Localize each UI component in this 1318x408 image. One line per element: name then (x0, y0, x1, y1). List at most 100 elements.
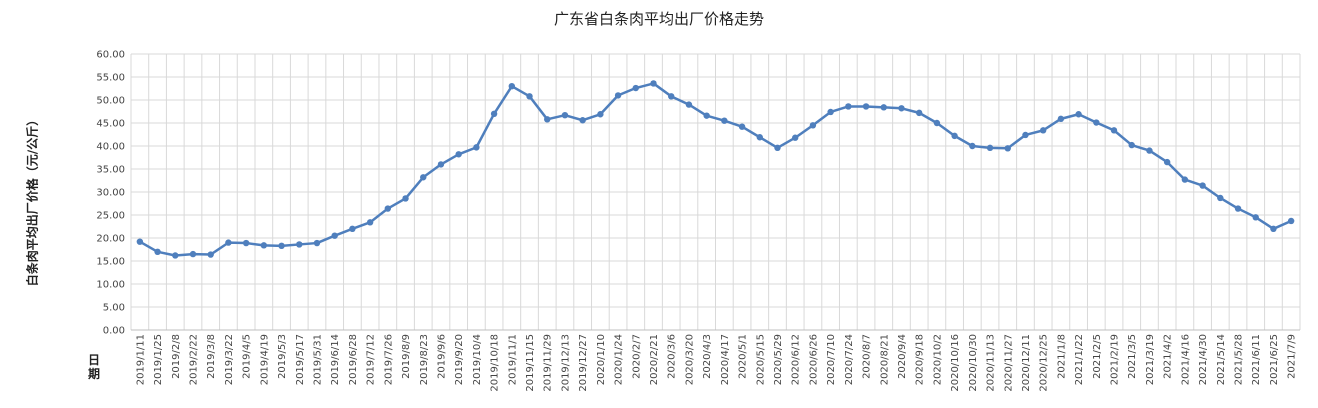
x-tick-label: 2021/3/5 (1127, 334, 1138, 379)
x-tick-label: 2021/4/16 (1180, 334, 1191, 385)
x-tick-label: 2020/10/30 (968, 334, 979, 392)
data-point (455, 151, 462, 158)
x-tick-label: 2019/1/25 (153, 334, 164, 385)
data-point (242, 239, 250, 247)
data-point (1057, 115, 1065, 123)
x-tick-label: 2020/9/4 (897, 334, 908, 379)
x-tick-label: 2021/1/22 (1074, 334, 1085, 385)
x-tick-label: 2019/6/28 (348, 334, 359, 385)
y-tick-label: 50.00 (96, 96, 125, 107)
x-tick-label: 2021/4/30 (1198, 334, 1209, 385)
x-tick-label: 2021/2/19 (1110, 334, 1121, 385)
data-point (172, 252, 179, 259)
data-point (862, 103, 870, 110)
data-point (738, 123, 746, 130)
x-tick-label: 2019/12/13 (560, 334, 571, 392)
x-tick-label: 2020/8/21 (879, 334, 890, 385)
x-tick-label: 2019/10/4 (472, 334, 483, 385)
x-tick-label: 2019/11/1 (507, 334, 518, 385)
x-tick-label: 2020/10/2 (932, 334, 943, 385)
x-tick-label: 2019/7/26 (383, 334, 394, 385)
series-layer (136, 80, 1295, 259)
x-tick-label: 2020/6/12 (791, 334, 802, 385)
data-point (792, 134, 799, 141)
y-tick-label: 5.00 (103, 303, 125, 314)
data-point (402, 195, 409, 202)
x-tick-label: 2019/4/5 (242, 334, 253, 379)
x-tick-label: 2019/5/31 (312, 334, 323, 385)
data-point (349, 225, 356, 232)
data-point (685, 101, 693, 108)
data-point (331, 232, 338, 239)
data-point (473, 144, 480, 151)
data-point (366, 219, 374, 226)
y-tick-label: 20.00 (96, 234, 125, 245)
data-point (809, 122, 817, 129)
chart-title: 广东省白条肉平均出厂价格走势 (553, 10, 764, 28)
data-point (1128, 141, 1135, 149)
y-tick-label: 60.00 (96, 50, 125, 61)
x-tick-label: 2019/3/8 (206, 334, 217, 379)
data-point (1270, 225, 1277, 232)
data-point (915, 109, 923, 117)
data-point (1110, 127, 1118, 134)
x-tick-label: 2019/4/19 (259, 334, 270, 385)
data-point (898, 105, 905, 112)
data-point (1075, 111, 1082, 118)
data-point (1287, 217, 1295, 225)
gridlines (130, 53, 1301, 331)
x-tick-label: 2020/2/7 (631, 334, 642, 379)
data-point (632, 84, 639, 92)
x-tick-label: 2020/12/25 (1039, 334, 1050, 392)
data-point (189, 250, 197, 258)
data-point (544, 116, 551, 123)
data-point (420, 174, 427, 181)
x-tick-label: 2020/2/21 (649, 334, 660, 385)
x-tick-label: 2020/3/20 (684, 334, 695, 385)
x-tick-label: 2021/6/11 (1251, 334, 1262, 385)
x-tick-label: 2019/11/15 (525, 334, 536, 392)
data-point (561, 111, 569, 119)
y-tick-labels: 0.00 5.00 10.00 15.00 20.00 25.00 30.00 35.00 40… (96, 50, 125, 337)
x-axis-label: 日期 (87, 353, 100, 381)
x-tick-label: 2020/7/24 (844, 334, 855, 385)
x-tick-label: 2020/5/15 (755, 334, 766, 385)
data-point (313, 239, 321, 247)
data-point (721, 117, 728, 124)
data-point (597, 111, 604, 118)
x-tick-label: 2021/5/14 (1216, 334, 1227, 385)
x-tick-label: 2021/7/9 (1287, 334, 1298, 379)
y-tick-label: 25.00 (96, 211, 125, 222)
data-point (1146, 147, 1153, 154)
data-point (650, 80, 657, 87)
x-tick-label: 2020/9/18 (915, 334, 926, 385)
x-tick-label: 2019/2/22 (188, 334, 199, 385)
x-tick-label: 2019/3/22 (224, 334, 235, 385)
x-tick-label: 2019/7/12 (366, 334, 377, 385)
data-point (296, 241, 303, 248)
data-point (756, 134, 763, 141)
data-point (1252, 214, 1259, 221)
y-tick-label: 30.00 (96, 188, 125, 199)
data-point (1163, 158, 1171, 166)
x-tick-label: 2019/9/20 (454, 334, 465, 385)
data-point (136, 238, 144, 245)
x-tick-label: 2021/6/25 (1269, 334, 1280, 385)
x-tick-label: 2021/1/8 (1056, 334, 1067, 379)
data-point (827, 108, 834, 116)
data-point (260, 242, 268, 249)
y-tick-label: 40.00 (96, 142, 125, 153)
x-tick-label: 2020/1/24 (614, 334, 625, 385)
x-tick-label: 2021/5/28 (1234, 334, 1245, 385)
data-point (951, 132, 958, 140)
data-point (579, 117, 586, 124)
data-point (526, 93, 533, 100)
data-point (207, 251, 214, 258)
x-tick-label: 2020/11/27 (1003, 334, 1014, 392)
x-tick-label: 2021/3/19 (1145, 334, 1156, 385)
x-tick-label: 2020/4/3 (702, 334, 713, 379)
y-tick-label: 45.00 (96, 119, 125, 130)
data-point (1234, 205, 1242, 212)
data-point (933, 119, 941, 127)
